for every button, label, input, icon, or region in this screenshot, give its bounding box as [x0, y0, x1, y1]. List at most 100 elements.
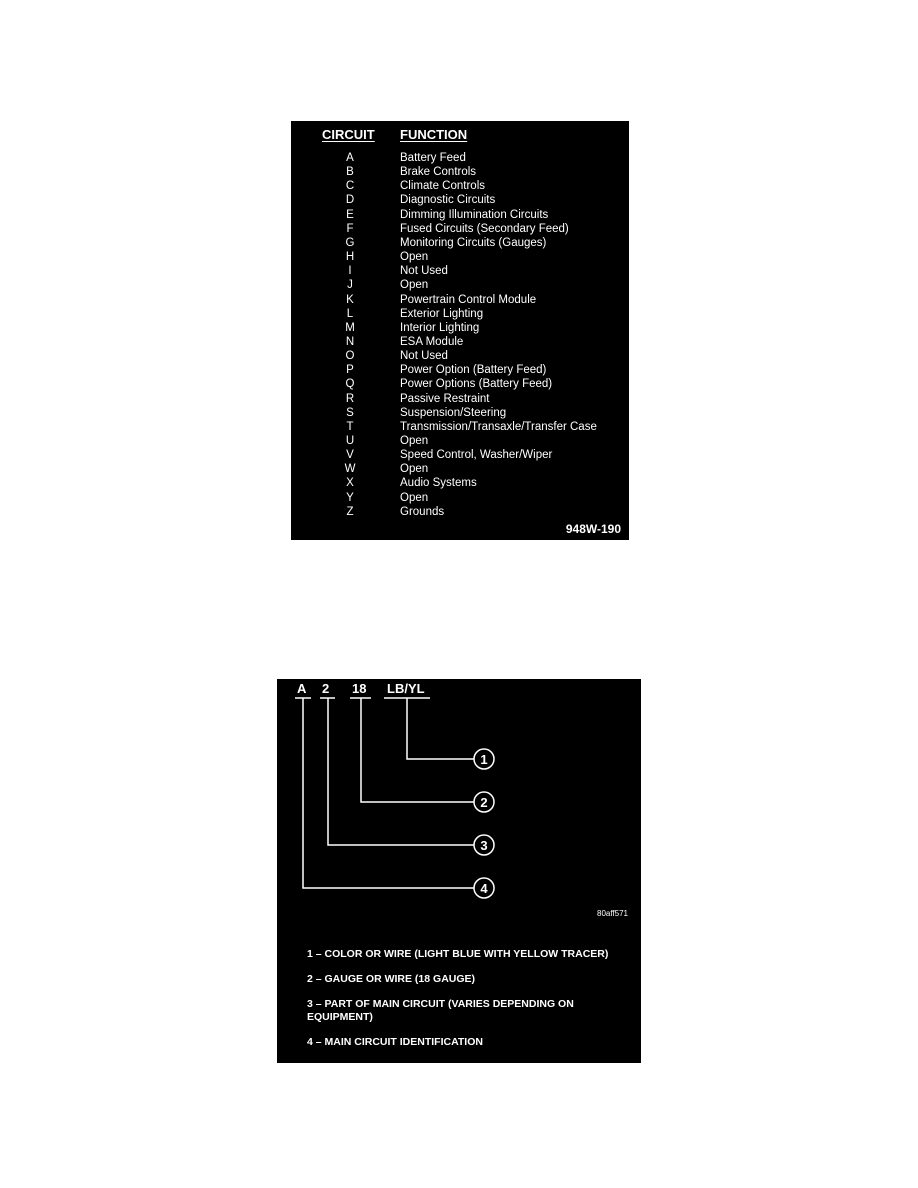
table-row: Y Open: [291, 491, 629, 505]
circuit-function: Open: [400, 435, 429, 447]
circuit-function: Power Options (Battery Feed): [400, 378, 553, 391]
circuit-code: T: [346, 420, 354, 433]
table-row: Q Power Options (Battery Feed): [291, 377, 629, 391]
circuit-function: Transmission/Transaxle/Transfer Case: [400, 420, 597, 433]
circuit-code: K: [346, 293, 354, 306]
wire-code-diagram: A 2 18 LB/YL 1 2 3 4 80aff571 1 – COLOR …: [277, 679, 641, 1063]
circuit-code: U: [345, 435, 355, 447]
legend-item-3: 3 – PART OF MAIN CIRCUIT (VARIES DEPENDI…: [307, 998, 574, 1023]
circuit-function: Suspension/Steering: [400, 406, 507, 419]
circuit-code: W: [344, 463, 356, 476]
part-gauge: 18: [352, 681, 366, 696]
circuit-code: J: [347, 279, 353, 292]
circuit-code: Z: [346, 505, 354, 518]
callout-number-2: 2: [480, 795, 487, 810]
table-row: J Open: [291, 278, 629, 292]
circuit-header: CIRCUIT: [322, 127, 375, 142]
circuit-function: Diagnostic Circuits: [400, 194, 496, 207]
table-row: L Exterior Lighting: [291, 307, 629, 321]
table-row: I Not Used: [291, 264, 629, 278]
table-row: E Dimming Illumination Circuits: [291, 208, 629, 222]
circuit-code: Q: [345, 378, 355, 391]
wire-code-callout-lines: A 2 18 LB/YL 1 2 3 4 80aff571: [295, 681, 629, 918]
circuit-function: Audio Systems: [400, 477, 477, 490]
circuit-code: H: [345, 251, 355, 264]
table-row: B Brake Controls: [291, 165, 629, 179]
callout-number-1: 1: [480, 752, 487, 767]
circuit-function: Open: [400, 463, 429, 476]
circuit-function: Dimming Illumination Circuits: [400, 208, 549, 221]
function-header: FUNCTION: [400, 127, 468, 142]
table-row: H Open: [291, 250, 629, 264]
table-row: M Interior Lighting: [291, 321, 629, 335]
legend-item-2: 2 – GAUGE OR WIRE (18 GAUGE): [307, 973, 476, 985]
table-row: T Transmission/Transaxle/Transfer Case: [291, 420, 629, 434]
circuit-code: D: [345, 194, 355, 207]
circuit-code: V: [346, 449, 354, 462]
circuit-code: O: [345, 350, 355, 363]
callout-number-4: 4: [480, 881, 488, 896]
figure-reference: 80aff571: [597, 909, 629, 918]
circuit-function: Exterior Lighting: [400, 307, 484, 320]
table-row: Z Grounds: [291, 505, 629, 519]
circuit-code: X: [346, 477, 354, 490]
circuit-function: Power Option (Battery Feed): [400, 364, 547, 377]
legend-item-1: 1 – COLOR OR WIRE (LIGHT BLUE WITH YELLO…: [307, 948, 609, 960]
callout-circle-3: [473, 834, 495, 856]
figure-reference: 948W-190: [565, 522, 621, 536]
circuit-code: L: [346, 307, 354, 320]
callout-line-1: [406, 698, 474, 760]
callout-circle-4: [473, 877, 495, 899]
table-row: X Audio Systems: [291, 476, 629, 490]
circuit-function: Battery Feed: [400, 152, 466, 164]
circuit-code: M: [345, 321, 355, 334]
circuit-function: Open: [400, 491, 429, 504]
circuit-function: Speed Control, Washer/Wiper: [400, 449, 553, 462]
circuit-function: Not Used: [400, 265, 448, 278]
circuit-code: S: [346, 406, 354, 419]
circuit-code: P: [346, 364, 354, 377]
table-row: G Monitoring Circuits (Gauges): [291, 236, 629, 250]
circuit-function: Passive Restraint: [400, 392, 490, 405]
circuit-code: R: [345, 392, 355, 405]
circuit-function: Monitoring Circuits (Gauges): [400, 236, 547, 249]
part-subcircuit: 2: [322, 681, 329, 696]
circuit-code: Y: [346, 491, 354, 504]
legend-item-4: 4 – MAIN CIRCUIT IDENTIFICATION: [307, 1036, 483, 1048]
circuit-function: Not Used: [400, 350, 448, 363]
table-row: D Diagnostic Circuits: [291, 193, 629, 207]
callout-circle-2: [473, 791, 495, 813]
circuit-code: F: [346, 222, 354, 235]
circuit-function: ESA Module: [400, 335, 464, 348]
circuit-function: Powertrain Control Module: [400, 293, 537, 306]
circuit-function: Grounds: [400, 505, 445, 518]
circuit-function: Climate Controls: [400, 180, 485, 193]
circuit-code: B: [346, 166, 354, 179]
circuit-code: G: [345, 236, 355, 249]
circuit-function: Fused Circuits (Secondary Feed): [400, 222, 569, 235]
table-row: S Suspension/Steering: [291, 406, 629, 420]
circuit-function-table-figure: CIRCUIT FUNCTION A Battery Feed B Brake Con…: [291, 121, 629, 540]
circuit-code: N: [345, 335, 355, 348]
part-color: LB/YL: [387, 681, 425, 696]
table-row: O Not Used: [291, 349, 629, 363]
circuit-function: Interior Lighting: [400, 321, 480, 334]
callout-line-3: [327, 698, 474, 846]
table-row: A Battery Feed: [291, 151, 629, 165]
table-row: U Open: [291, 434, 629, 448]
callout-line-2: [360, 698, 474, 803]
callout-line-4: [302, 698, 474, 889]
callout-number-3: 3: [480, 838, 487, 853]
circuit-function: Open: [400, 251, 429, 264]
circuit-code: I: [348, 265, 352, 278]
circuit-code: A: [346, 152, 354, 164]
table-row: W Open: [291, 462, 629, 476]
circuit-function: Open: [400, 279, 429, 292]
table-row: R Passive Restraint: [291, 392, 629, 406]
table-row: P Power Option (Battery Feed): [291, 363, 629, 377]
circuit-function: Brake Controls: [400, 166, 477, 179]
callout-circle-1: [473, 748, 495, 770]
circuit-code: E: [346, 208, 354, 221]
circuit-code: C: [345, 180, 355, 193]
part-circuit: A: [297, 681, 307, 696]
